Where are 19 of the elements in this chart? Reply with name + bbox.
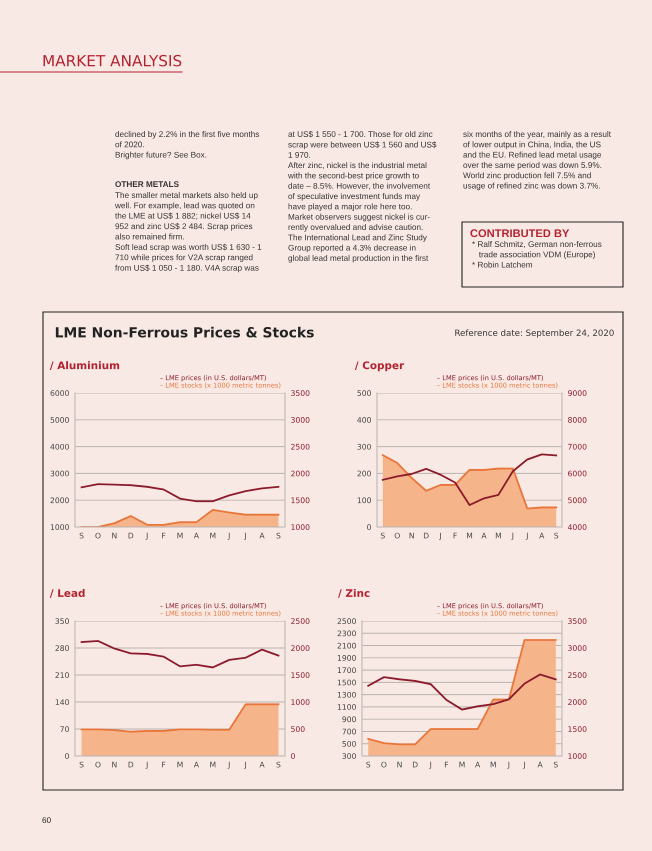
chart-title: / Zinc: [338, 588, 370, 598]
text: * Ralf Schmitz, German non-ferrous trade association VDM (Europe) * Robin Latchem: [472, 241, 602, 268]
line-series: [367, 674, 557, 710]
line-series: [382, 453, 558, 506]
text: MARKET ANALYSIS: [44, 54, 182, 66]
chart-title: / Copper: [354, 361, 404, 372]
text: OTHER METALS: [115, 181, 179, 188]
chart-title: / Aluminium: [50, 361, 120, 370]
text: 60: [42, 817, 51, 824]
chart-title: / Lead: [50, 588, 85, 598]
text: at US$ 1 550 - 1 700. Those for old zinc scrap were between US$ 1 560 and US$ 1 970. After zinc, nickel is the industrial metal with the second-best price growth to date – 8.5%. However, the involvement of speculative investment funds may have played a major role here too. Market observers suggest nickel is cur- rently overvalued and advise caution. The International Lead and Zinc Study Group reported a 4.3% decrease in global lead metal production in the first: [288, 130, 436, 263]
line-series: [80, 640, 280, 668]
text: The smaller metal markets also held up well. For example, lead was quoted on the LME at US$ 1 882; nickel US$ 14 952 and zinc US$ 2 484. Scrap prices also remained firm. Soft lead scrap was worth US$ 1 630 - 1 710 while prices for V2A scrap ranged from US$ 1 050 - 1 180. V4A scrap was: [114, 192, 262, 272]
text: LME Non-Ferrous Prices & Stocks: [56, 326, 314, 338]
text: declined by 2.2% in the first five months of 2020. Brighter future? See Box.: [115, 131, 260, 160]
line-series: [80, 483, 280, 502]
text: CONTRIBUTED BY: [470, 229, 570, 238]
text: Reference date: September 24, 2020: [455, 329, 614, 338]
text: six months of the year, mainly as a result of lower output in China, India, the US and the EU. Refined lead metal usage over the same period was down 5.9%. World zinc production fell 7.5% and usage of refined zinc was down 3.7%.: [463, 131, 611, 190]
